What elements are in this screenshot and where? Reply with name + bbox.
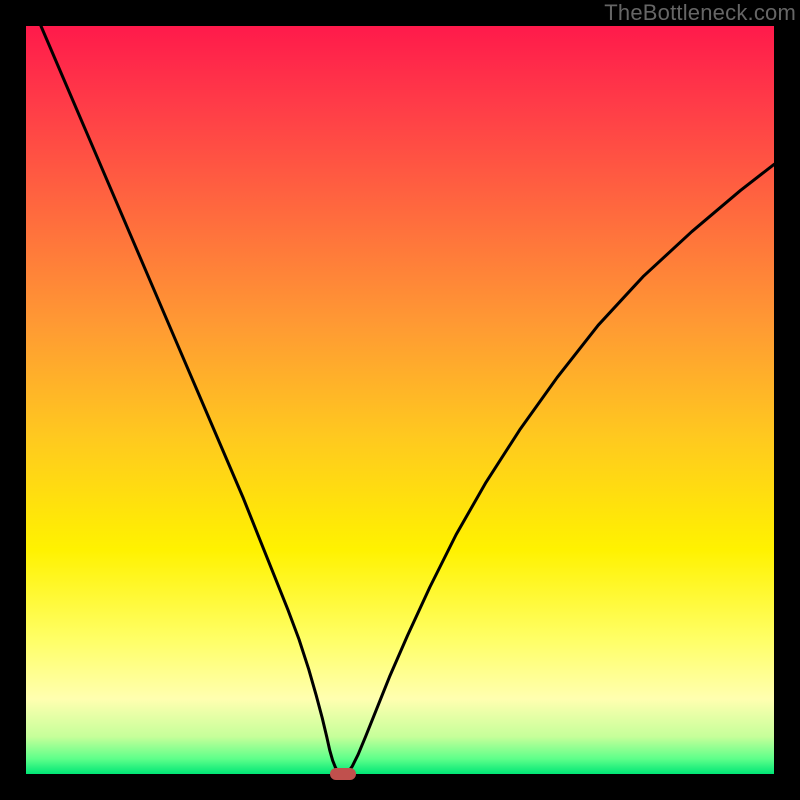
bottleneck-curve bbox=[26, 26, 774, 774]
chart-plot-area bbox=[26, 26, 774, 774]
watermark-text: TheBottleneck.com bbox=[604, 0, 796, 26]
sweet-spot-marker bbox=[330, 768, 355, 779]
